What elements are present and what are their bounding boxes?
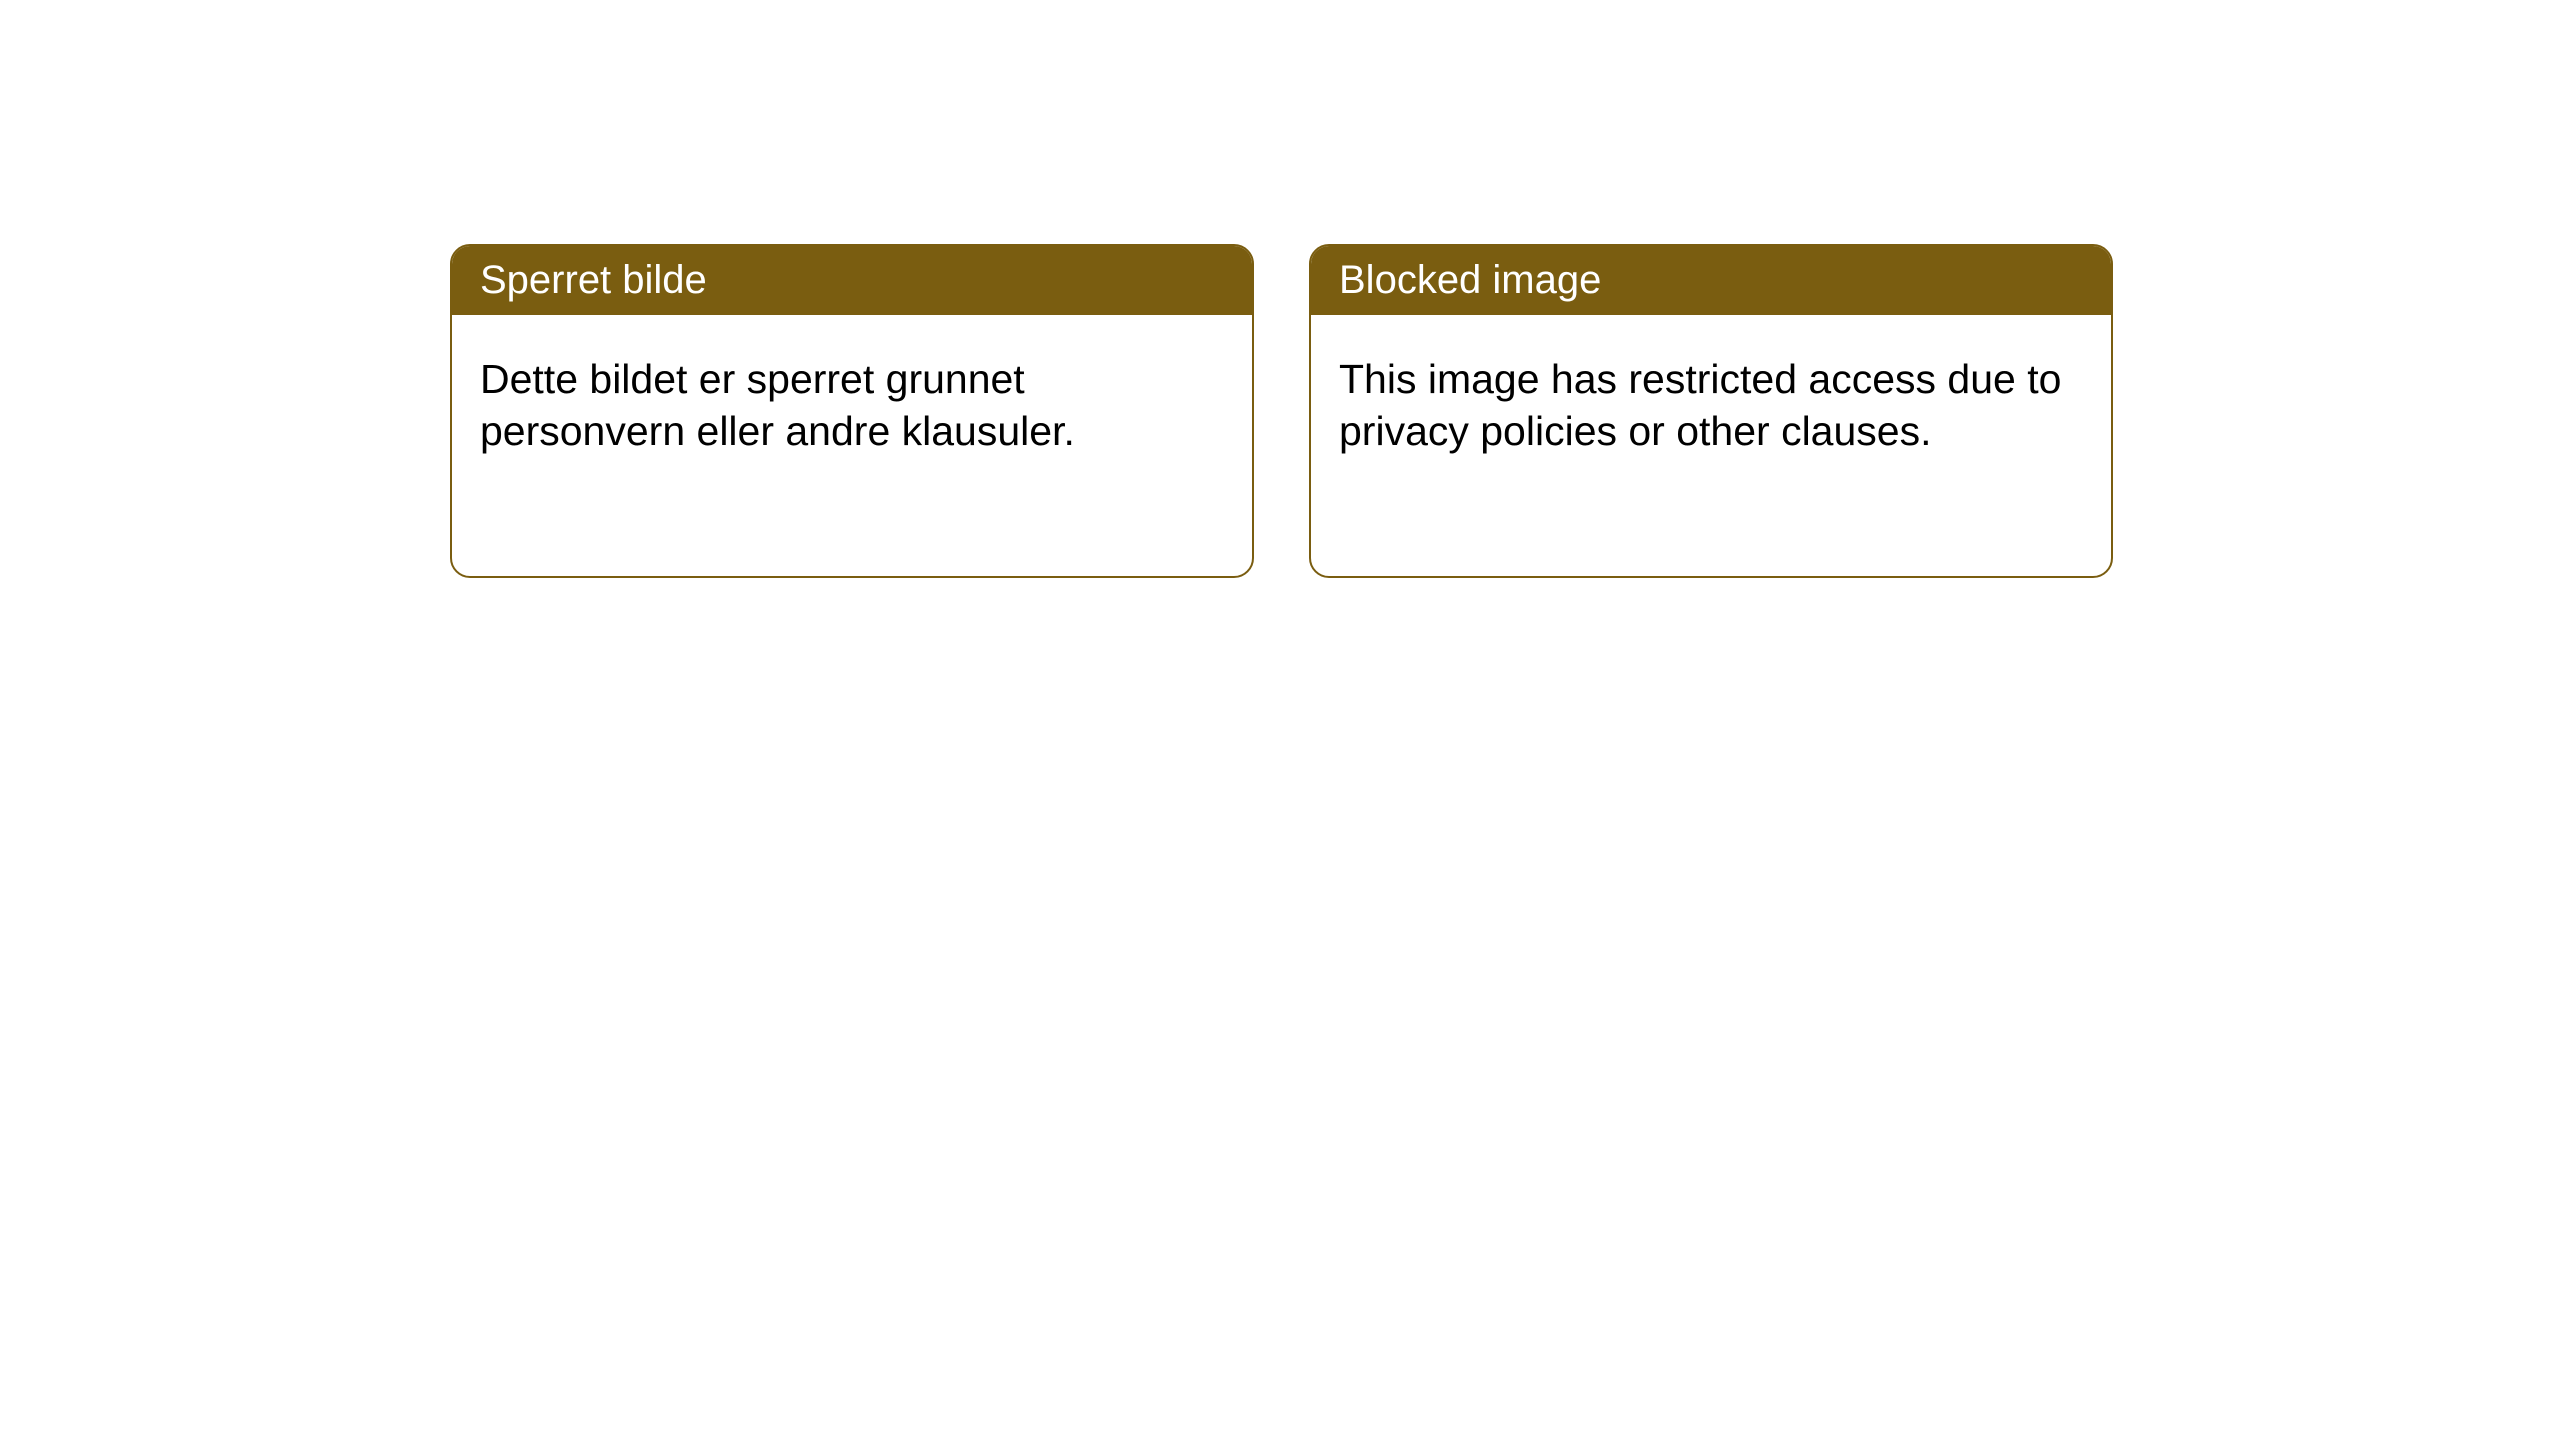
card-header: Sperret bilde xyxy=(452,246,1252,315)
card-title: Blocked image xyxy=(1339,258,1601,302)
card-header: Blocked image xyxy=(1311,246,2111,315)
card-body: This image has restricted access due to … xyxy=(1311,315,2111,496)
card-body-text: This image has restricted access due to … xyxy=(1339,356,2061,454)
card-title: Sperret bilde xyxy=(480,258,707,302)
blocked-image-card-no: Sperret bilde Dette bildet er sperret gr… xyxy=(450,244,1254,578)
card-body: Dette bildet er sperret grunnet personve… xyxy=(452,315,1252,496)
blocked-image-card-en: Blocked image This image has restricted … xyxy=(1309,244,2113,578)
card-body-text: Dette bildet er sperret grunnet personve… xyxy=(480,356,1075,454)
cards-container: Sperret bilde Dette bildet er sperret gr… xyxy=(0,0,2560,578)
